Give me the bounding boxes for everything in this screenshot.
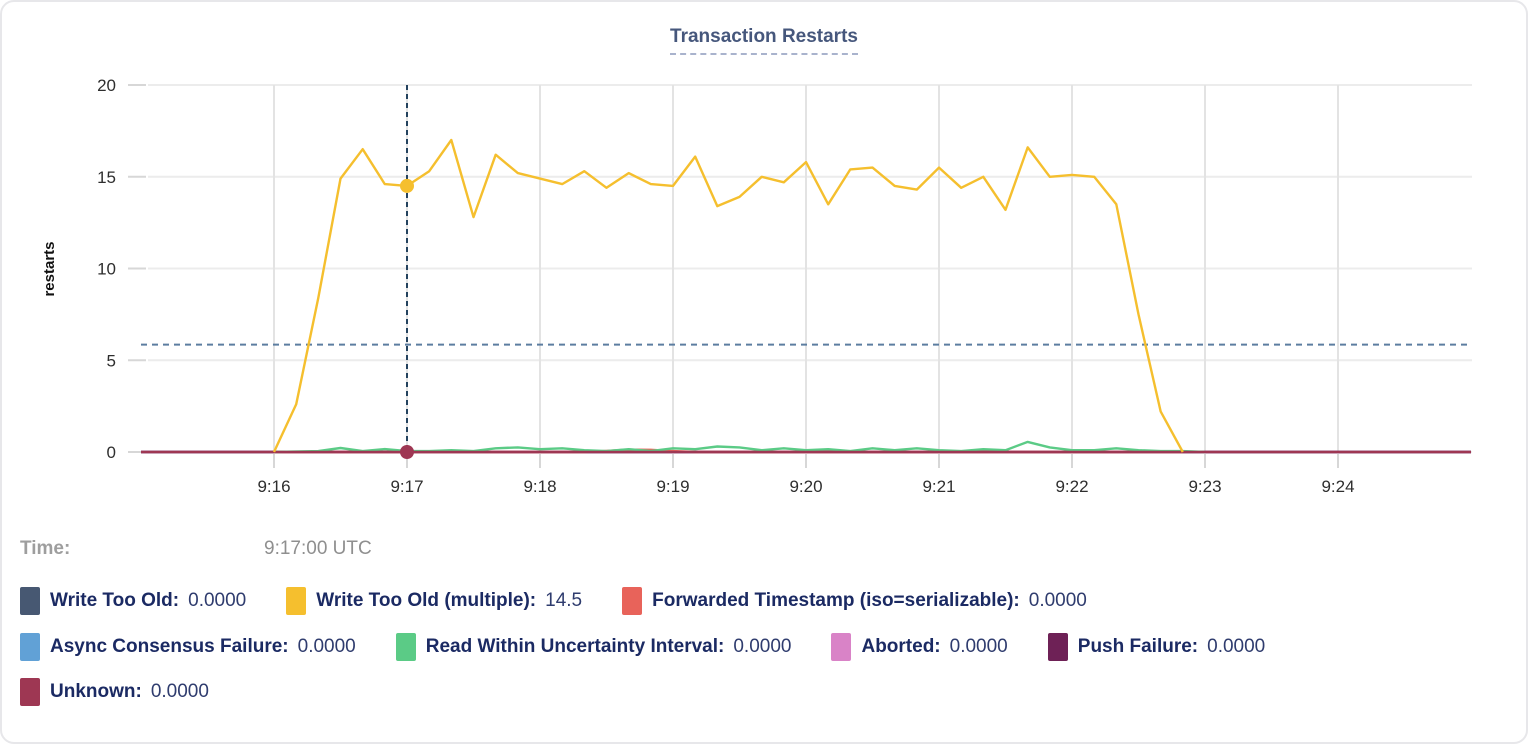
chart-title-wrap: Transaction Restarts <box>2 26 1526 55</box>
cursor-dot-write-too-old-multiple <box>400 178 414 193</box>
legend-label: Unknown: <box>50 681 142 702</box>
legend-label: Forwarded Timestamp (iso=serializable): <box>652 590 1020 611</box>
hover-time-row: Time: 9:17:00 UTC <box>20 538 1508 564</box>
legend-swatch <box>1047 633 1068 661</box>
legend-swatch <box>20 633 40 661</box>
y-tick-label: 10 <box>97 260 116 279</box>
x-tick-label: 9:23 <box>1188 477 1221 496</box>
legend-label: Push Failure: <box>1077 636 1199 657</box>
legend-value: 0.0000 <box>1207 636 1266 657</box>
y-axis-label: restarts <box>41 241 58 296</box>
y-tick-label: 20 <box>97 76 116 95</box>
cursor-dot-unknown <box>400 445 414 459</box>
legend-swatch <box>286 587 307 615</box>
legend-value: 0.0000 <box>949 636 1008 657</box>
legend-value: 0.0000 <box>297 636 356 657</box>
x-tick-label: 9:16 <box>257 477 290 496</box>
legend-label: Read Within Uncertainty Interval: <box>425 636 725 657</box>
x-tick-label: 9:21 <box>922 477 955 496</box>
x-tick-label: 9:20 <box>789 477 822 496</box>
legend-value: 0.0000 <box>1028 590 1087 611</box>
legend-value: 0.0000 <box>150 681 209 702</box>
legend-item-async-consensus-failure[interactable]: Async Consensus Failure: 0.0000 <box>20 633 356 661</box>
x-tick-label: 9:19 <box>656 477 689 496</box>
x-tick-label: 9:17 <box>390 477 423 496</box>
legend-value: 0.0000 <box>733 636 792 657</box>
legend-label: Aborted: <box>861 636 941 657</box>
legend-item-push-failure[interactable]: Push Failure: 0.0000 <box>1047 633 1266 661</box>
legend-swatch <box>622 587 643 615</box>
x-tick-label: 9:18 <box>523 477 556 496</box>
x-tick-label: 9:24 <box>1321 477 1354 496</box>
y-tick-label: 0 <box>107 443 116 462</box>
y-tick-label: 5 <box>107 351 116 370</box>
legend-item-unknown[interactable]: Unknown: 0.0000 <box>20 678 209 706</box>
time-label: Time: <box>20 538 71 559</box>
legend-swatch <box>20 678 40 706</box>
legend-label: Async Consensus Failure: <box>50 636 289 657</box>
series-line-read-within-uncertainty-interval <box>273 440 1206 454</box>
legend-value: 0.0000 <box>188 590 247 611</box>
series-line-write-too-old-multiple <box>272 138 1184 453</box>
chart-title[interactable]: Transaction Restarts <box>670 26 858 55</box>
legend-item-forwarded-timestamp-iso-serializable[interactable]: Forwarded Timestamp (iso=serializable): 0… <box>622 587 1087 615</box>
legend-item-aborted[interactable]: Aborted: 0.0000 <box>831 633 1008 661</box>
legend-label: Write Too Old: <box>50 590 180 611</box>
legend-row-3: Unknown: 0.0000 <box>20 677 209 707</box>
time-value: 9:17:00 UTC <box>264 538 372 559</box>
legend-item-write-too-old[interactable]: Write Too Old: 0.0000 <box>20 587 246 615</box>
legend-label: Write Too Old (multiple): <box>316 590 537 611</box>
x-tick-label: 9:22 <box>1055 477 1088 496</box>
y-tick-label: 15 <box>97 168 116 187</box>
legend-row-2: Async Consensus Failure: 0.0000 Read Withi… <box>20 632 1265 662</box>
transaction-restarts-chart[interactable]: 0 5 10 15 20 9:16 9:17 9:18 9:19 9:20 9:21 9:22 9:23… <box>2 2 1528 527</box>
legend-swatch <box>20 587 40 615</box>
legend-item-read-within-uncertainty-interval[interactable]: Read Within Uncertainty Interval: 0.0000 <box>395 633 792 661</box>
legend-row-1: Write Too Old: 0.0000 Write Too Old (multi… <box>20 586 1087 616</box>
legend-swatch <box>395 633 416 661</box>
legend-swatch <box>831 633 852 661</box>
legend-item-write-too-old-multiple[interactable]: Write Too Old (multiple): 14.5 <box>286 587 582 615</box>
legend-value: 14.5 <box>545 590 583 611</box>
